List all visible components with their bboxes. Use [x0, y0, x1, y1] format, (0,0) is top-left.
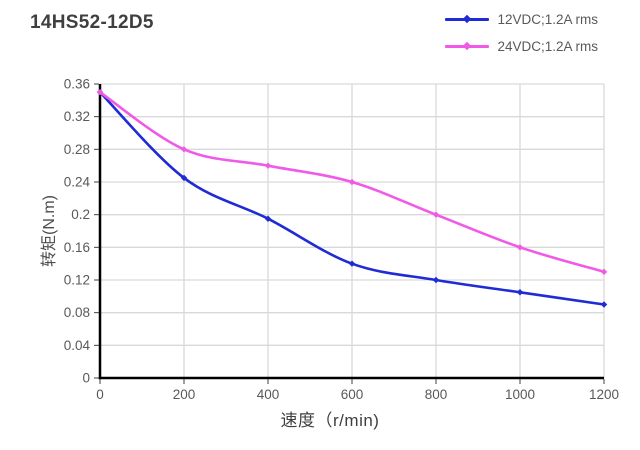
legend-label-24vdc: 24VDC;1.2A rms	[497, 38, 598, 54]
x-tick-label: 600	[341, 387, 364, 402]
x-tick-label: 400	[257, 387, 280, 402]
data-point-marker	[264, 162, 272, 169]
y-tick-label: 0.36	[64, 77, 90, 92]
data-point-marker	[264, 215, 272, 222]
data-point-marker	[516, 289, 524, 296]
y-tick-label: 0.28	[64, 142, 90, 157]
data-point-marker	[432, 211, 440, 218]
legend-item-12vdc: 12VDC;1.2A rms	[445, 9, 598, 29]
y-tick-label: 0	[82, 371, 90, 386]
data-point-marker	[600, 268, 608, 276]
x-tick-label: 1200	[589, 387, 619, 402]
x-tick-label: 0	[96, 387, 104, 402]
legend-line-marker-swatch-12vdc	[445, 14, 490, 24]
data-point-marker	[96, 88, 104, 96]
y-tick-label: 0.24	[64, 175, 91, 190]
data-point-marker	[516, 244, 524, 251]
x-tick-label: 200	[173, 387, 196, 402]
legend-item-24vdc: 24VDC;1.2A rms	[445, 36, 598, 56]
data-point-marker	[180, 174, 188, 182]
data-point-marker	[432, 276, 440, 284]
chart-title: 14HS52-12D5	[30, 12, 154, 33]
x-axis-title: 速度（r/min)	[280, 411, 380, 430]
legend-label-12vdc: 12VDC;1.2A rms	[497, 11, 598, 27]
x-tick-label: 1000	[505, 387, 535, 402]
y-tick-label: 0.08	[64, 305, 90, 320]
data-point-marker	[600, 301, 608, 308]
data-point-marker	[180, 146, 188, 153]
data-point-marker	[348, 178, 356, 186]
y-tick-label: 0.16	[64, 240, 90, 255]
data-point-marker	[348, 260, 356, 267]
legend: 12VDC;1.2A rms 24VDC;1.2A rms	[445, 9, 598, 56]
y-axis-title: 转矩(N.m)	[41, 195, 58, 267]
series-24vdc-1-2a-rms	[96, 88, 608, 276]
y-tick-label: 0.12	[64, 273, 90, 288]
y-tick-label: 0.32	[64, 109, 90, 124]
x-tick-label: 800	[425, 387, 448, 402]
y-tick-label: 0.04	[64, 338, 91, 353]
legend-line-marker-swatch-24vdc	[445, 41, 490, 51]
y-tick-label: 0.2	[71, 207, 90, 222]
